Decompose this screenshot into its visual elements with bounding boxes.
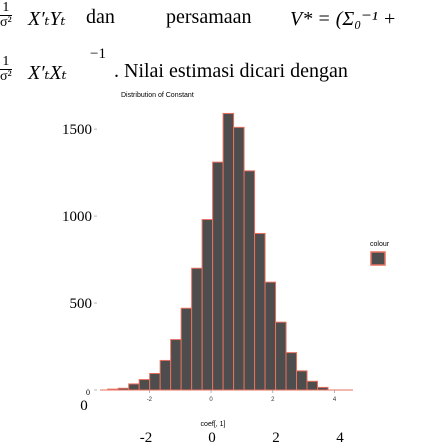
histogram-bar: [201, 219, 214, 391]
histogram-bar: [191, 267, 203, 391]
fraction-denominator: σ²: [0, 15, 12, 30]
histogram-bar: [306, 380, 319, 391]
histogram-bar: [212, 161, 224, 391]
fraction-one-over-sigma-squared-1: 1 σ²: [0, 1, 12, 30]
x-tick-label: 2: [271, 397, 275, 403]
x-tick-label-large: -2: [140, 430, 153, 443]
x-axis-label: coef[, 1]: [201, 421, 226, 428]
fraction-denominator: σ²: [0, 69, 12, 84]
word-persamaan: persamaan: [166, 6, 252, 28]
histogram-bar: [275, 321, 287, 391]
y-tick-label: 0: [86, 388, 90, 397]
fraction-one-over-sigma-squared-2: 1 σ²: [0, 55, 12, 84]
expression-x-y: X′ₜYₜ: [28, 8, 66, 30]
histogram-bar: [170, 339, 182, 391]
x-tick-label-large: 0: [208, 430, 216, 443]
histogram-bar: [149, 372, 161, 391]
histogram-bar: [180, 307, 193, 391]
x-tick-label-large: 2: [272, 430, 280, 443]
expression-x-x: X′ₜXₜ: [28, 62, 67, 84]
exponent-minus-one: −1: [90, 46, 106, 62]
chart-title: Distribution of Constant: [121, 92, 194, 99]
x-tick-label-large: 4: [336, 430, 344, 443]
expression-v-star: V* = (Σ₀⁻¹ +: [290, 8, 397, 30]
histogram-bar: [222, 112, 235, 391]
histogram-bar: [233, 126, 245, 391]
y-tick-label: 1000: [62, 209, 92, 225]
y-tick-label: 1500: [62, 122, 92, 138]
histogram-bar: [296, 370, 308, 391]
x-tick-label: 0: [209, 397, 213, 403]
x-tick-label: -2: [147, 397, 153, 403]
y-zero-label-large: 0: [80, 398, 88, 414]
histogram-bar: [128, 383, 140, 391]
fraction-numerator: 1: [0, 1, 12, 16]
y-tick-label: 500: [70, 296, 93, 312]
fraction-numerator: 1: [0, 55, 12, 70]
histogram-bar: [159, 359, 172, 391]
x-tick-label: 4: [333, 397, 337, 403]
legend-key: [370, 251, 386, 266]
histogram-bar: [285, 352, 298, 391]
histogram-bar: [243, 170, 256, 391]
histogram-bar: [138, 379, 151, 391]
histogram-bar: [264, 281, 277, 391]
word-dan: dan: [86, 6, 115, 28]
legend-title: colour: [370, 241, 390, 248]
histogram-bar: [254, 232, 266, 391]
sentence-nilai-estimasi: . Nilai estimasi dicari dengan: [114, 60, 348, 82]
